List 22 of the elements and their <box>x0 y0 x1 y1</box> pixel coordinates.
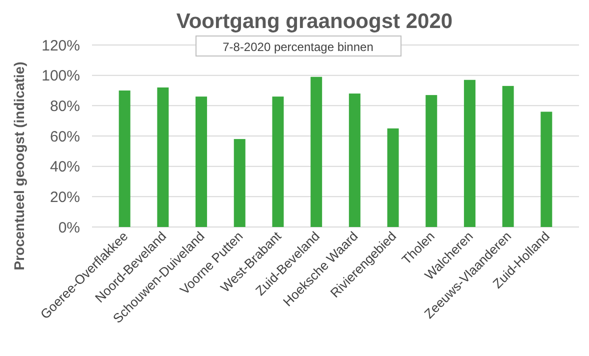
y-tick-label: 0% <box>58 219 80 236</box>
bar <box>157 87 169 227</box>
y-tick-label: 20% <box>50 188 80 206</box>
y-tick-label: 120% <box>42 37 80 54</box>
bar <box>234 139 246 227</box>
bar <box>310 76 322 227</box>
chart-subtitle: 7-8-2020 percentage binnen <box>222 40 374 54</box>
bar <box>502 86 514 227</box>
y-axis-title: Procentueel geoogst (indicatie) <box>11 62 27 270</box>
bar <box>540 112 552 227</box>
y-tick-label: 100% <box>42 68 80 85</box>
bar <box>348 94 360 227</box>
bar <box>196 96 208 227</box>
bar <box>118 90 130 227</box>
bar <box>464 80 476 227</box>
y-tick-label: 80% <box>50 98 80 115</box>
bar <box>387 128 399 227</box>
y-tick-label: 40% <box>50 158 80 176</box>
chart-title: Voortgang graanoogst 2020 <box>176 10 453 33</box>
y-tick-label: 60% <box>50 128 80 146</box>
bar <box>272 96 284 227</box>
bar <box>426 95 438 227</box>
